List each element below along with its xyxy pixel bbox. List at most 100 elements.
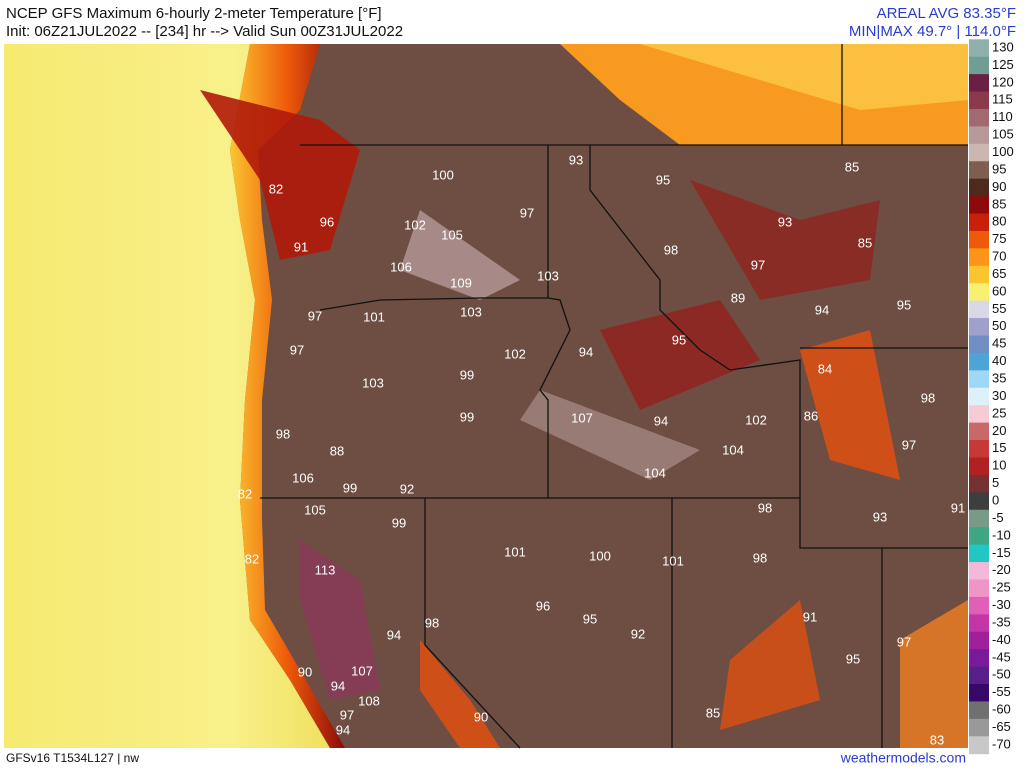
colorbar-cell (969, 440, 989, 458)
temp-label: 82 (238, 486, 252, 501)
temp-label: 101 (504, 544, 526, 559)
colorbar-label: -65 (992, 719, 1011, 734)
snake-plain (520, 390, 700, 480)
areal-avg: AREAL AVG 83.35°F (877, 5, 1016, 22)
temp-label: 106 (390, 259, 412, 274)
colorbar-label: -10 (992, 527, 1011, 542)
temp-label: 91 (951, 500, 965, 515)
temp-label: 97 (340, 707, 354, 722)
temp-label: 96 (536, 598, 550, 613)
colorbar-cell (969, 649, 989, 668)
colorbar-cell (969, 352, 989, 371)
colorbar-label: -60 (992, 702, 1011, 717)
temp-label: 94 (815, 302, 829, 317)
arizona-rim (720, 600, 820, 730)
colorbar-label: -5 (992, 510, 1004, 525)
temp-label: 100 (589, 548, 611, 563)
colorbar: 1301251201151101051009590858075706560555… (969, 39, 1014, 755)
temp-label: 102 (404, 217, 426, 232)
temp-label: 95 (897, 297, 911, 312)
site: weathermodels.com (840, 750, 966, 766)
colorbar-cell (969, 39, 989, 58)
colorbar-label: 45 (992, 336, 1006, 351)
colorbar-cell (969, 614, 989, 633)
colorbar-cell (969, 631, 989, 650)
temp-label: 82 (269, 181, 283, 196)
temp-label: 82 (245, 551, 259, 566)
temp-label: 105 (304, 502, 326, 517)
colorbar-cell (969, 666, 989, 685)
temp-label: 98 (664, 242, 678, 257)
subtitle: Init: 06Z21JUL2022 -- [234] hr --> Valid… (6, 23, 403, 40)
temp-label: 97 (751, 257, 765, 272)
temp-label: 113 (315, 562, 336, 577)
temp-label: 95 (672, 332, 686, 347)
temp-label: 98 (276, 426, 290, 441)
colorbar-cell (969, 91, 989, 110)
min-max: MIN|MAX 49.7° | 114.0°F (849, 23, 1016, 40)
temp-label: 85 (706, 705, 720, 720)
colorbar-cell (969, 474, 989, 493)
colorbar-cell (969, 457, 989, 476)
temp-label: 98 (425, 615, 439, 630)
colorbar-label: 25 (992, 405, 1006, 420)
temp-label: 94 (336, 722, 350, 737)
temp-label: 97 (290, 342, 304, 357)
colorbar-cell (969, 579, 989, 598)
temp-label: 99 (392, 515, 406, 530)
temp-label: 92 (631, 626, 645, 641)
colorbar-cell (969, 596, 989, 615)
colorbar-label: 55 (992, 301, 1006, 316)
temp-label: 105 (441, 227, 463, 242)
temp-label: 85 (858, 235, 872, 250)
temp-label: 94 (331, 678, 345, 693)
temp-label: 83 (930, 732, 944, 747)
temp-label: 97 (897, 634, 911, 649)
temp-label: 99 (460, 367, 474, 382)
temp-label: 91 (803, 609, 817, 624)
temp-label: 102 (745, 412, 767, 427)
temp-label: 95 (656, 172, 670, 187)
temp-label: 94 (387, 627, 401, 642)
idaho-mtn (600, 300, 760, 410)
colorbar-label: -40 (992, 632, 1011, 647)
temp-label: 99 (343, 480, 357, 495)
colorbar-cell (969, 701, 989, 720)
colorbar-label: 40 (992, 353, 1006, 368)
colorbar-cell (969, 161, 989, 180)
colorbar-label: 125 (992, 57, 1014, 72)
colorbar-cell (969, 422, 989, 441)
cascades (200, 90, 360, 260)
temp-label: 94 (654, 413, 668, 428)
map (4, 44, 968, 749)
temp-label: 93 (778, 214, 792, 229)
colorbar-label: 120 (992, 74, 1014, 89)
colorbar-label: -25 (992, 580, 1011, 595)
temp-label: 85 (845, 159, 859, 174)
nm-hot (900, 600, 968, 748)
colorbar-label: 95 (992, 161, 1006, 176)
colorbar-label: 50 (992, 318, 1006, 333)
colorbar-label: 70 (992, 249, 1006, 264)
colorbar-label: 75 (992, 231, 1006, 246)
columbia-basin (400, 210, 520, 300)
colorbar-cell (969, 300, 989, 319)
colorbar-cell (969, 108, 989, 127)
colorbar-cell (969, 718, 989, 737)
temp-label: 106 (292, 470, 314, 485)
colorbar-cell (969, 126, 989, 145)
colorbar-label: 60 (992, 283, 1006, 298)
colorbar-label: 115 (992, 92, 1013, 107)
colorbar-cell (969, 544, 989, 563)
temp-label: 91 (294, 239, 308, 254)
colorbar-label: -30 (992, 597, 1011, 612)
temp-label: 107 (351, 663, 373, 678)
model-info: GFSv16 T1534L127 | nw (6, 751, 139, 765)
temp-label: 103 (460, 304, 482, 319)
colorbar-label: 100 (992, 144, 1014, 159)
temp-label: 100 (432, 167, 454, 182)
colorbar-label: 35 (992, 371, 1006, 386)
colorbar-label: 65 (992, 266, 1006, 281)
temp-label: 103 (537, 268, 559, 283)
temp-label: 93 (873, 509, 887, 524)
